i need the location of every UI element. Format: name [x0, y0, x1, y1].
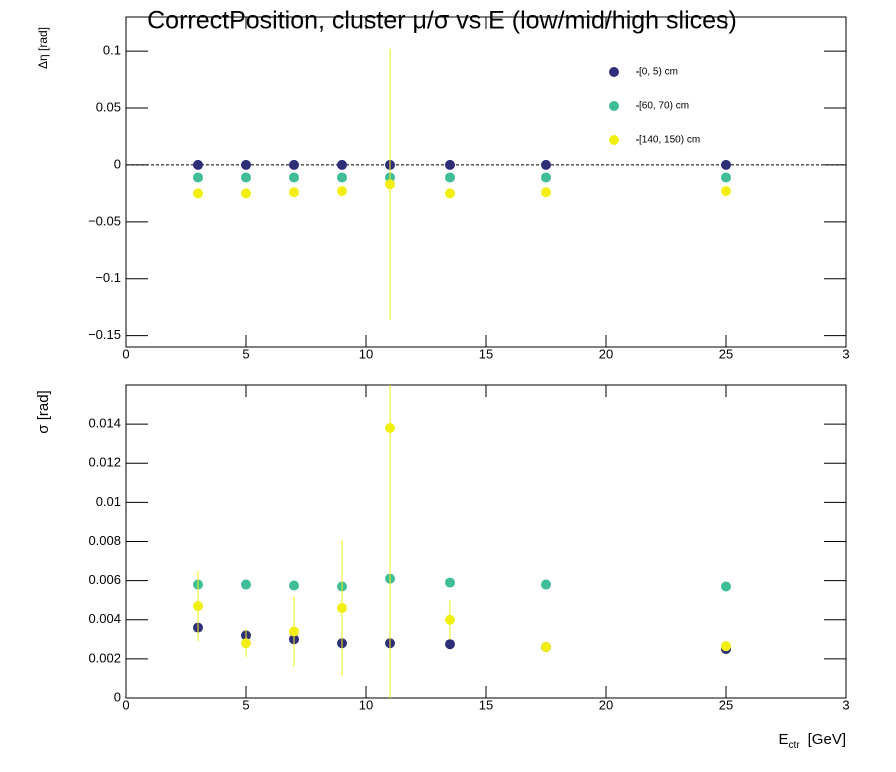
- point: [445, 188, 455, 199]
- point: [445, 577, 455, 588]
- point: [289, 172, 299, 183]
- point: [445, 159, 455, 170]
- x-tick-label: 15: [479, 346, 493, 361]
- y-tick-label: 0.012: [88, 455, 121, 470]
- point: [721, 641, 731, 652]
- y-tick-label: −0.1: [95, 270, 121, 285]
- y-tick-label: 0.01: [96, 494, 121, 509]
- point: [541, 579, 551, 590]
- legend-label: [0, 5) cm: [639, 67, 678, 78]
- point: [721, 159, 731, 170]
- point: [721, 581, 731, 592]
- point: [445, 614, 455, 625]
- y-axis-title: σ [rad]: [35, 390, 52, 433]
- point: [541, 187, 551, 198]
- point: [385, 423, 395, 434]
- point: [337, 603, 347, 614]
- x-tick-label: 20: [599, 346, 613, 361]
- point: [193, 601, 203, 612]
- point: [241, 188, 251, 199]
- y-tick-label: −0.05: [88, 213, 121, 228]
- point: [337, 172, 347, 183]
- point: [193, 172, 203, 183]
- legend-marker: [609, 135, 619, 145]
- x-title-sub: ctr: [789, 740, 801, 751]
- point: [289, 187, 299, 198]
- y-tick-label: 0.004: [88, 611, 121, 626]
- legend-marker: [609, 101, 619, 111]
- x-tick-label: 0: [122, 346, 129, 361]
- legend-label: [140, 150) cm: [639, 135, 700, 146]
- legend-label: [60, 70) cm: [639, 101, 689, 112]
- x-tick-label: 15: [479, 697, 493, 712]
- x-tick-label: 25: [719, 697, 733, 712]
- y-tick-label: 0.002: [88, 650, 121, 665]
- point: [193, 159, 203, 170]
- x-tick-label: 5: [242, 346, 249, 361]
- point: [337, 186, 347, 197]
- y-tick-label: 0.006: [88, 572, 121, 587]
- x-axis-title: Ectr [GeV]: [779, 731, 846, 751]
- point: [241, 172, 251, 183]
- point: [541, 642, 551, 653]
- x-tick-label: 25: [719, 346, 733, 361]
- x-tick-label: 10: [359, 697, 373, 712]
- point: [241, 579, 251, 590]
- point: [289, 580, 299, 591]
- y-axis-title: Δη [rad]: [36, 27, 50, 69]
- point: [445, 639, 455, 650]
- point: [241, 159, 251, 170]
- point: [289, 626, 299, 637]
- x-tick-label: 0: [122, 697, 129, 712]
- x-title-unit: [GeV]: [808, 731, 846, 748]
- x-tick-label: 3: [842, 346, 849, 361]
- point: [193, 188, 203, 199]
- point: [241, 638, 251, 649]
- x-tick-label: 10: [359, 346, 373, 361]
- y-tick-label: 0.014: [88, 416, 121, 431]
- legend-marker: [609, 67, 619, 77]
- point: [721, 186, 731, 197]
- y-tick-label: 0: [114, 689, 121, 704]
- x-tick-label: 5: [242, 697, 249, 712]
- point: [289, 159, 299, 170]
- y-tick-label: 0: [114, 156, 121, 171]
- x-tick-label: 20: [599, 697, 613, 712]
- y-tick-label: 0.1: [103, 43, 121, 58]
- x-title-main: E: [779, 731, 789, 748]
- point: [721, 172, 731, 183]
- x-tick-label: 3: [842, 697, 849, 712]
- point: [385, 179, 395, 190]
- point: [445, 172, 455, 183]
- point: [541, 172, 551, 183]
- chart-title: CorrectPosition, cluster μ/σ vs E (low/m…: [147, 7, 737, 35]
- point: [337, 159, 347, 170]
- y-tick-label: 0.008: [88, 533, 121, 548]
- y-tick-label: −0.15: [88, 327, 121, 342]
- y-tick-label: 0.05: [96, 99, 121, 114]
- point: [541, 159, 551, 170]
